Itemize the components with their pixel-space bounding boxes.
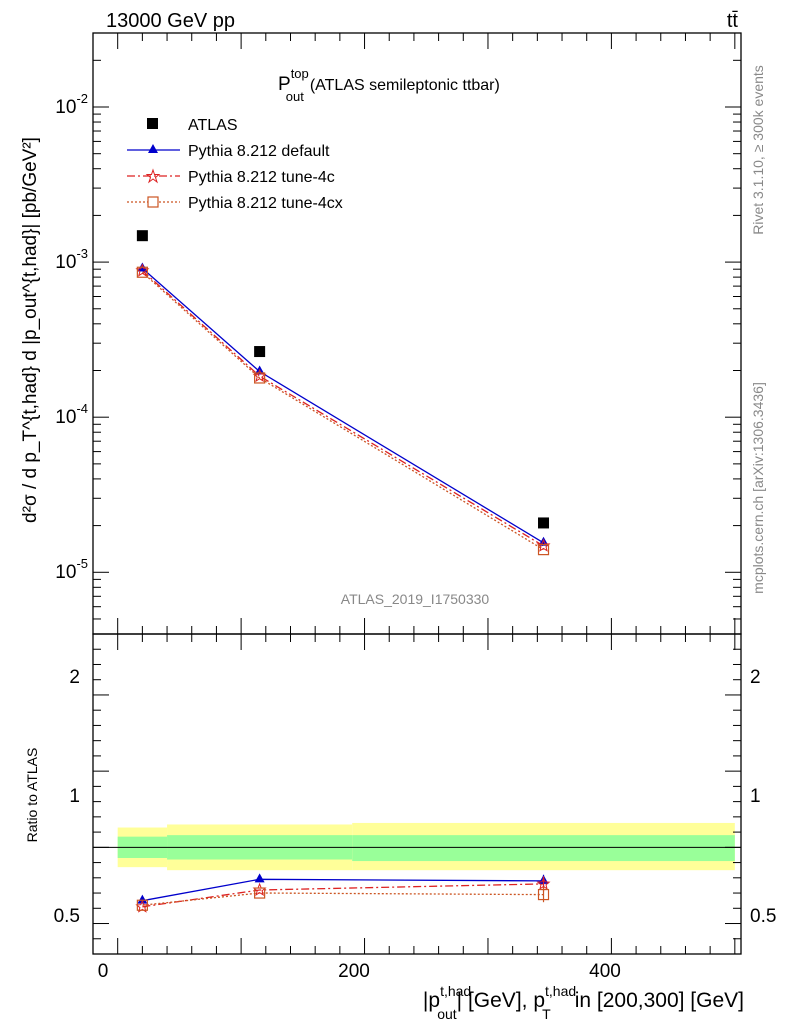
legend-tune4cx-marker (147, 196, 159, 208)
x-tick-label: 400 (589, 961, 621, 982)
main-series-line-3 (141, 271, 544, 551)
main-point-0-1 (254, 346, 266, 358)
ratio-series-line-1 (142, 883, 544, 908)
ratio-point-0-0 (137, 894, 148, 904)
energy-label: 13000 GeV pp (106, 10, 235, 32)
ratio-y-tick-label-right: 1 (750, 786, 761, 807)
plot-title: Ptop out (ATLAS semileptonic ttbar) (278, 66, 500, 104)
legend-tune4c-marker (145, 168, 161, 184)
main-series-line-1 (141, 267, 544, 544)
ratio-point-1-0 (135, 899, 150, 913)
legend-atlas-label: ATLAS (188, 117, 238, 134)
plot-title-main: P (278, 74, 291, 95)
ratio-y-tick-labels-right: 2 1 0.5 (750, 667, 776, 927)
main-y-axis-label: d²σ / d p_T^{t,had} d |p_out^{t,had}| [p… (20, 137, 41, 523)
mcplots-source-label: mcplots.cern.ch [arXiv:1306.3436] (750, 382, 766, 594)
process-label: tt̄ (727, 10, 739, 32)
x-tick-label: 0 (98, 961, 109, 982)
main-y-tick-labels: 10-2 10-3 10-4 10-5 (55, 91, 88, 583)
legend-atlas-marker (147, 118, 158, 129)
main-y-tick-label: 10-5 (55, 556, 88, 583)
ratio-y-tick-label-right: 2 (750, 667, 761, 688)
ratio-y-axis-label: Ratio to ATLAS (24, 748, 40, 843)
ratio-y-tick-label-right: 0.5 (750, 906, 776, 927)
ratio-point-0-1 (254, 873, 265, 883)
main-y-tick-label: 10-3 (55, 246, 88, 273)
main-y-tick-label: 10-2 (55, 91, 88, 118)
x-axis-label: |pt,had out| [GeV], pt,had Tin [200,300] [… (423, 983, 744, 1022)
ratio-point-1-2 (536, 876, 551, 890)
legend-tune4c-label: Pythia 8.212 tune-4c (188, 169, 335, 186)
legend-tune4cx-label: Pythia 8.212 tune-4cx (188, 195, 343, 212)
ratio-y-tick-labels: 2 1 0.5 (54, 667, 80, 927)
data-markers (135, 230, 551, 913)
legend-default-marker (148, 144, 158, 153)
main-y-tick-label: 10-4 (55, 401, 88, 428)
main-point-0-2 (538, 517, 550, 529)
main-point-2-2 (536, 538, 551, 552)
main-series-line-2 (141, 270, 544, 547)
plot-title-sup: top (291, 66, 309, 81)
main-point-3-1 (254, 372, 266, 384)
ratio-y-tick-label: 0.5 (54, 906, 80, 927)
rivet-version-label: Rivet 3.1.10, ≥ 300k events (750, 65, 766, 235)
main-point-3-2 (537, 544, 550, 556)
x-tick-label: 200 (338, 961, 370, 982)
plot-title-rest: (ATLAS semileptonic ttbar) (310, 77, 500, 94)
legend-default-label: Pythia 8.212 default (188, 143, 330, 160)
ratio-point-2-0 (136, 899, 148, 911)
ratio-y-tick-label: 1 (69, 786, 80, 807)
plot-title-sub: out (286, 89, 304, 104)
main-point-0-0 (136, 230, 148, 242)
series-lines (141, 267, 544, 908)
uncertainty-bands (117, 822, 735, 871)
main-point-2-1 (252, 368, 267, 383)
ratio-series-line-0 (142, 878, 544, 902)
ratio-panel-frame (92, 633, 742, 955)
main-point-2-0 (135, 263, 150, 277)
ratio-series-line-2 (142, 892, 544, 906)
legend: ATLAS Pythia 8.212 default Pythia 8.212 … (127, 117, 343, 212)
ratio-y-tick-label: 2 (69, 667, 80, 688)
main-point-3-0 (136, 266, 148, 278)
axis-ticks (93, 32, 741, 954)
x-tick-labels: 0 200 400 (98, 961, 621, 982)
analysis-watermark: ATLAS_2019_I1750330 (341, 591, 490, 607)
ratio-point-2-1 (254, 887, 266, 899)
ratio-point-2-2 (537, 888, 550, 901)
stat-uncertainty-band (352, 835, 735, 862)
